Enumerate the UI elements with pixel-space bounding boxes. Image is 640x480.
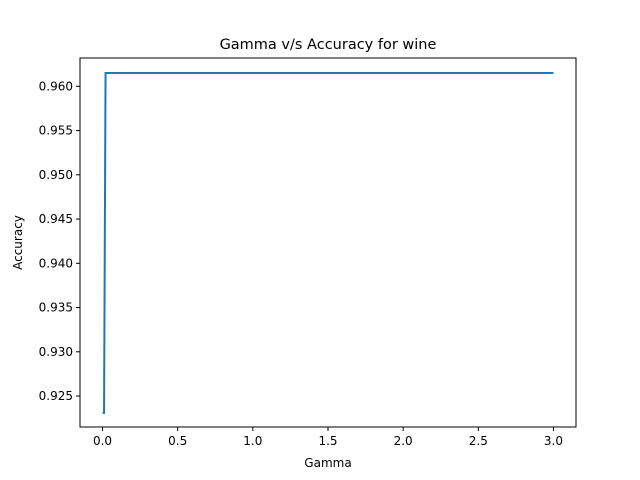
- y-tick-label: 0.960: [39, 79, 73, 93]
- y-axis-ticks: 0.925 0.930 0.935 0.940 0.945 0.950 0.955 0.960: [39, 79, 80, 403]
- x-tick-label: 2.0: [394, 434, 413, 448]
- plot-frame: [79, 57, 577, 428]
- y-axis-label: Accuracy: [11, 215, 25, 270]
- y-tick-label: 0.945: [39, 212, 73, 226]
- x-tick-label: 1.5: [318, 434, 337, 448]
- y-tick-label: 0.950: [39, 168, 73, 182]
- series-layer: [102, 72, 554, 414]
- x-axis-ticks: 0.0 0.5 1.0 1.5 2.0 2.5 3.0: [93, 427, 563, 448]
- y-tick-label: 0.955: [39, 124, 73, 138]
- x-tick-label: 1.0: [243, 434, 262, 448]
- x-tick-label: 0.5: [168, 434, 187, 448]
- accuracy-series-line: [102, 72, 554, 414]
- x-tick-label: 2.5: [469, 434, 488, 448]
- y-tick-label: 0.930: [39, 345, 73, 359]
- x-axis-label: Gamma: [304, 456, 351, 470]
- y-tick-label: 0.935: [39, 301, 73, 315]
- x-tick-label: 0.0: [93, 434, 112, 448]
- y-tick-label: 0.925: [39, 389, 73, 403]
- y-tick-label: 0.940: [39, 256, 73, 270]
- x-tick-label: 3.0: [544, 434, 563, 448]
- chart-title: Gamma v/s Accuracy for wine: [220, 37, 437, 53]
